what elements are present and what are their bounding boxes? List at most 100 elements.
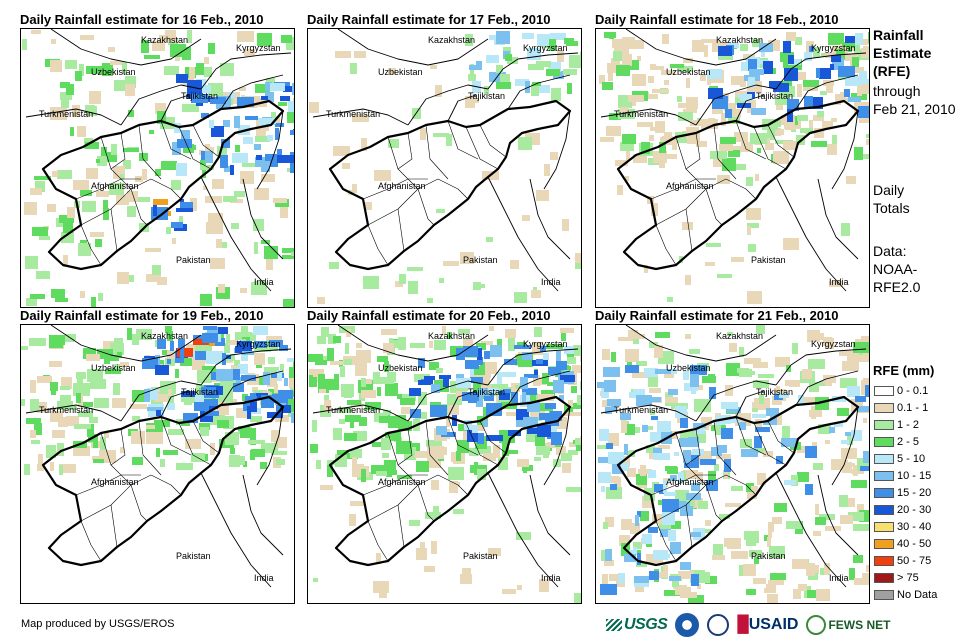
- rainfall-cell: [815, 504, 819, 515]
- rainfall-cell: [748, 77, 755, 87]
- rainfall-cell: [356, 343, 362, 348]
- rainfall-cell: [837, 408, 849, 416]
- rainfall-cell: [522, 465, 533, 471]
- province-boundary: [735, 120, 767, 160]
- rainfall-cell: [152, 265, 161, 275]
- rainfall-cell: [622, 134, 636, 144]
- country-boundary: [487, 348, 579, 386]
- rainfall-cell: [117, 272, 129, 284]
- rainfall-cell: [355, 447, 359, 457]
- rainfall-cell: [534, 370, 538, 375]
- rainfall-cell: [803, 84, 818, 91]
- rainfall-cell: [502, 443, 509, 456]
- rainfall-cell: [721, 402, 738, 409]
- rainfall-cell: [75, 71, 82, 81]
- rainfall-cell: [705, 576, 717, 584]
- rainfall-cell: [503, 389, 511, 393]
- rainfall-cell: [847, 436, 853, 445]
- rainfall-cell: [551, 432, 562, 445]
- rainfall-cell: [383, 410, 391, 415]
- rainfall-cell: [202, 85, 211, 93]
- country-label-india: India: [829, 277, 849, 287]
- country-boundary: [695, 380, 777, 422]
- rainfall-cell: [693, 423, 706, 428]
- rainfall-cell: [76, 393, 81, 403]
- rainfall-cell: [171, 222, 183, 228]
- rainfall-cell: [480, 362, 485, 375]
- rainfall-map: Kazakhstan Kyrgyzstan Uzbekistan Tajikistan…: [595, 324, 870, 604]
- rainfall-cell: [490, 345, 502, 357]
- rainfall-cell: [717, 274, 732, 278]
- rainfall-cell: [292, 83, 294, 95]
- legend-item: No Data: [874, 587, 937, 603]
- rainfall-cell: [144, 389, 150, 402]
- country-label-pakistan: Pakistan: [176, 551, 211, 561]
- rainfall-cell: [845, 498, 855, 507]
- rainfall-cell: [203, 186, 207, 190]
- rainfall-cell: [275, 415, 289, 422]
- rainfall-cell: [31, 440, 40, 444]
- rainfall-cell: [352, 457, 357, 467]
- rainfall-cell: [831, 118, 837, 122]
- rainfall-cell: [522, 215, 530, 221]
- rainfall-cell: [189, 67, 195, 79]
- rainfall-cell: [431, 384, 440, 393]
- rainfall-cell: [376, 553, 381, 564]
- legend-swatch: [874, 454, 894, 464]
- rainfall-cell: [825, 380, 832, 386]
- rainfall-cell: [625, 176, 629, 181]
- rainfall-cell: [747, 100, 756, 113]
- rainfall-cell: [37, 376, 52, 383]
- legend-swatch: [874, 556, 894, 566]
- rainfall-cell: [774, 394, 783, 400]
- rainfall-cell: [775, 97, 789, 105]
- rainfall-cell: [811, 406, 816, 419]
- rainfall-cell: [335, 51, 351, 58]
- rainfall-cell: [125, 84, 135, 96]
- rainfall-cell: [654, 66, 664, 70]
- rainfall-cell: [386, 473, 392, 477]
- rainfall-cell: [200, 165, 214, 170]
- rainfall-cell: [505, 54, 512, 61]
- rainfall-cell: [102, 63, 113, 76]
- rainfall-cell: [381, 438, 391, 450]
- rainfall-cell: [829, 427, 835, 433]
- rainfall-map: Kazakhstan Kyrgyzstan Uzbekistan Tajikistan…: [307, 324, 582, 604]
- rainfall-cell: [731, 551, 748, 559]
- rainfall-cell: [633, 339, 639, 344]
- rainfall-cell: [210, 443, 215, 455]
- rainfall-cell: [690, 374, 699, 387]
- rainfall-cell: [573, 403, 581, 409]
- rainfall-cell: [853, 555, 863, 563]
- rainfall-cell: [539, 413, 548, 420]
- country-boundary: [817, 474, 859, 556]
- map-canvas: [309, 29, 581, 304]
- rainfall-cell: [409, 520, 420, 526]
- rainfall-cell: [683, 470, 698, 479]
- rainfall-cell: [180, 347, 184, 359]
- rainfall-cell: [775, 357, 790, 367]
- rainfall-cell: [86, 354, 100, 361]
- rainfall-cell: [66, 84, 74, 95]
- rainfall-cell: [255, 136, 270, 142]
- rainfall-cell: [287, 358, 294, 362]
- rainfall-cell: [670, 475, 677, 481]
- rainfall-cell: [599, 429, 609, 441]
- seal-logo-icon: [707, 614, 730, 636]
- rainfall-cell: [201, 151, 206, 160]
- country-boundary: [25, 404, 122, 422]
- rainfall-cell: [396, 441, 412, 454]
- country-boundary: [625, 325, 777, 362]
- rainfall-cell: [182, 47, 191, 60]
- rainfall-cell: [436, 209, 445, 213]
- rainfall-cell: [270, 443, 278, 447]
- rainfall-cell: [768, 580, 784, 585]
- province-boundary: [767, 124, 795, 158]
- country-label-afghanistan: Afghanistan: [666, 181, 714, 191]
- rainfall-cell: [620, 413, 631, 420]
- rainfall-cell: [532, 342, 543, 355]
- rainfall-cell: [429, 362, 439, 370]
- rainfall-cell: [190, 198, 197, 211]
- rainfall-cell: [805, 446, 817, 458]
- afghanistan-border: [41, 99, 285, 271]
